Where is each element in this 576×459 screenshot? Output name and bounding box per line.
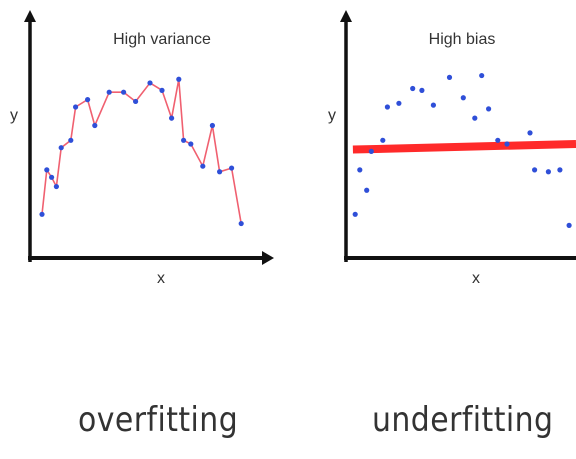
- data-point: [53, 183, 60, 190]
- data-point: [85, 97, 91, 103]
- y-axis-arrowhead: [24, 10, 36, 22]
- data-point: [229, 165, 235, 171]
- data-point: [209, 122, 215, 129]
- data-point: [169, 115, 175, 121]
- overfitting-caption: overfitting: [78, 400, 239, 440]
- data-point: [188, 141, 194, 147]
- data-point: [410, 85, 416, 92]
- data-point: [238, 220, 244, 227]
- data-point: [73, 104, 79, 110]
- underfitting-marks: [352, 72, 576, 228]
- data-point: [200, 163, 206, 169]
- data-point: [446, 74, 453, 80]
- data-point: [133, 98, 139, 105]
- data-point: [106, 89, 112, 95]
- data-point: [181, 137, 187, 143]
- data-point: [486, 106, 492, 112]
- data-point: [357, 167, 363, 173]
- chart-title: High variance: [113, 31, 211, 48]
- data-point: [566, 222, 572, 228]
- x-axis-arrowhead: [262, 251, 274, 265]
- data-point: [352, 211, 358, 217]
- data-point: [44, 167, 50, 173]
- data-point: [364, 187, 370, 193]
- data-point: [460, 95, 466, 101]
- data-point: [68, 137, 74, 143]
- data-point: [92, 122, 98, 129]
- data-point: [217, 169, 223, 175]
- data-point: [58, 145, 64, 151]
- overfitting-marks: [39, 76, 244, 227]
- underfitting-caption: underfitting: [372, 400, 554, 440]
- data-point: [495, 137, 501, 143]
- fit-line: [352, 140, 576, 154]
- data-point: [419, 87, 425, 93]
- data-point: [380, 137, 386, 143]
- y-axis-label: y: [10, 107, 18, 124]
- data-point: [147, 80, 153, 86]
- data-point: [368, 148, 374, 154]
- chart-title: High bias: [429, 31, 496, 48]
- data-point: [396, 100, 402, 106]
- data-point: [159, 87, 165, 93]
- data-point: [472, 115, 478, 121]
- data-point: [479, 72, 485, 79]
- x-axis-label: x: [472, 270, 480, 287]
- data-point: [430, 102, 436, 108]
- data-point: [557, 167, 563, 173]
- data-point: [39, 211, 45, 217]
- data-point: [545, 169, 551, 175]
- fit-curve: [41, 79, 242, 224]
- overfitting-chart: High variance y x: [10, 10, 274, 287]
- data-point: [121, 89, 127, 95]
- data-point: [504, 141, 510, 147]
- y-axis-label: y: [328, 107, 336, 124]
- data-point: [527, 130, 533, 136]
- x-axis-label: x: [157, 270, 165, 287]
- data-point: [176, 76, 182, 82]
- data-point: [384, 104, 390, 110]
- data-point: [532, 167, 538, 173]
- underfitting-chart: High bias y x: [328, 10, 576, 287]
- data-point: [49, 174, 55, 180]
- y-axis-arrowhead: [340, 10, 352, 22]
